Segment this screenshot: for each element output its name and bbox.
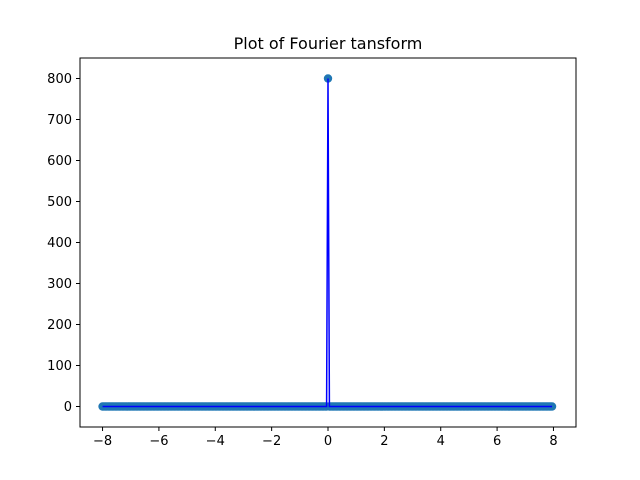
x-tick-label: 2 — [380, 434, 388, 449]
x-axis: −8 −6 −4 −2 0 2 4 6 8 — [93, 427, 558, 449]
x-tick-label: 4 — [437, 434, 445, 449]
y-tick-label: 100 — [47, 359, 72, 374]
y-tick-label: 700 — [47, 113, 72, 128]
x-tick-label: −4 — [206, 434, 225, 449]
y-tick-label: 600 — [47, 154, 72, 169]
x-tick-label: −8 — [93, 434, 112, 449]
chart-title: Plot of Fourier tansform — [234, 34, 423, 53]
y-tick-label: 300 — [47, 277, 72, 292]
series-line — [102, 78, 553, 408]
x-tick-label: 8 — [549, 434, 557, 449]
y-tick-label: 400 — [47, 236, 72, 251]
y-tick-label: 800 — [47, 72, 72, 87]
x-tick-label: 0 — [324, 434, 332, 449]
x-tick-label: −2 — [262, 434, 281, 449]
x-tick-label: 6 — [493, 434, 501, 449]
y-tick-label: 0 — [64, 400, 72, 415]
plot-area — [98, 74, 557, 411]
y-axis: 0 100 200 300 400 500 600 700 800 — [47, 72, 80, 415]
x-tick-label: −6 — [149, 434, 168, 449]
y-tick-label: 500 — [47, 195, 72, 210]
y-tick-label: 200 — [47, 318, 72, 333]
